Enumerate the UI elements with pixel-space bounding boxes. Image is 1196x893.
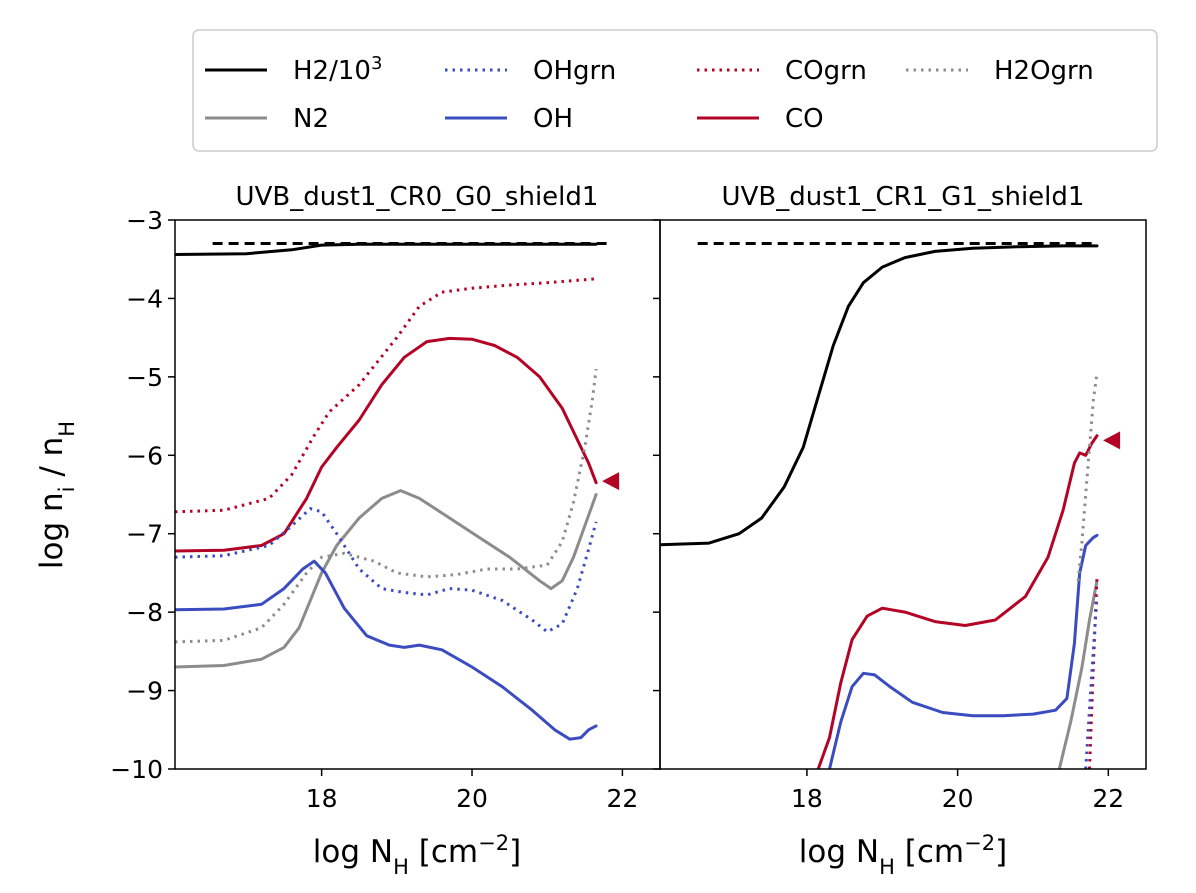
y-tick-label: −5: [126, 363, 163, 392]
legend-label-h2ogrn: H2Ogrn: [994, 56, 1094, 86]
y-tick-label: −10: [110, 755, 163, 784]
series-oh-line-right: [828, 533, 1099, 769]
legend-label-co: CO: [785, 104, 824, 134]
y-tick-label: −3: [126, 206, 163, 235]
legend-label-oh: OH: [533, 104, 573, 134]
y-axis-label: log ni / nH: [34, 421, 79, 569]
series-ohgrn-line-right: [1084, 596, 1099, 769]
series-oh-line-left: [175, 559, 598, 741]
y-tick-label: −6: [126, 441, 163, 470]
series-h2-line-left: [175, 242, 598, 256]
x-axis-label-left: log NH [cm−2]: [313, 831, 521, 879]
x-tick-label-left: 18: [306, 784, 338, 813]
y-tick-label: −4: [126, 284, 163, 313]
legend-label-ohgrn: OHgrn: [533, 56, 616, 86]
series-co-line-left: [175, 336, 598, 553]
series-ohgrn-line-left: [175, 507, 598, 634]
x-tick-label-right: 18: [791, 784, 823, 813]
series-cogrn-line-left: [175, 277, 597, 514]
x-tick-label-right: 20: [942, 784, 974, 813]
y-tick-label: −8: [126, 598, 163, 627]
panel-title-right: UVB_dust1_CR1_G1_shield1: [722, 182, 1085, 212]
x-tick-label-left: 20: [456, 784, 488, 813]
y-tick-label: −9: [126, 677, 163, 706]
x-tick-label-left: 22: [606, 784, 638, 813]
series-n2-line-left: [175, 489, 598, 669]
series-n2-line-right: [1057, 579, 1099, 769]
legend-label-cogrn: COgrn: [785, 56, 867, 86]
legend-label-h2: H2/103: [293, 53, 382, 87]
x-tick-label-right: 22: [1092, 784, 1124, 813]
panel-left: UVB_dust1_CR0_G0_shield1 18 20 22 −10 −9 −8 −7…: [110, 182, 661, 813]
panel-title-left: UVB_dust1_CR0_G0_shield1: [236, 182, 599, 212]
series-h2-line-right: [660, 244, 1099, 547]
panel-right: UVB_dust1_CR1_G1_shield1 18 20 22: [653, 182, 1147, 813]
legend-label-n2: N2: [293, 104, 329, 134]
plot-frame-left: [174, 219, 661, 770]
legend-frame: [192, 29, 1158, 152]
series-co-line-right: [816, 434, 1099, 769]
legend: H2/103 OHgrn COgrn H2Ogrn N2 OH CO: [192, 29, 1158, 152]
plot-frame-right: [659, 219, 1147, 770]
series-h2ogrn-line-right: [1076, 372, 1099, 581]
y-tick-label: −7: [126, 520, 163, 549]
series-h2ogrn-line-left: [175, 368, 598, 644]
marker-triangle-right: [1103, 431, 1121, 450]
x-axis-label-right: log NH [cm−2]: [799, 831, 1007, 879]
marker-triangle-left: [602, 472, 620, 491]
